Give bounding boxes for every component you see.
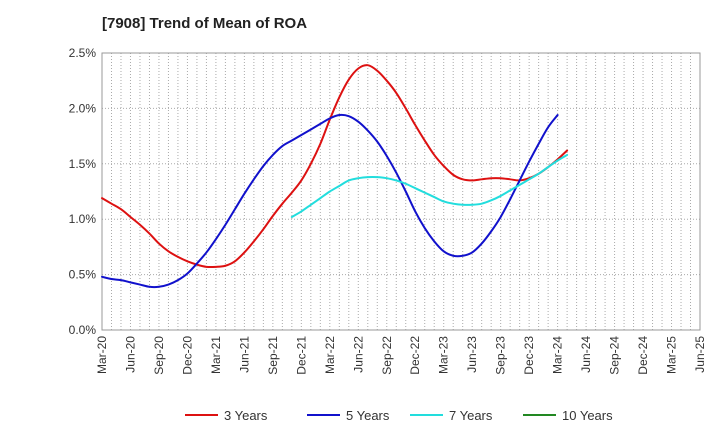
grid <box>101 52 701 331</box>
x-tick-label: Dec-23 <box>522 336 536 375</box>
legend-label: 7 Years <box>449 408 493 423</box>
x-tick-label: Jun-21 <box>237 336 251 373</box>
x-tick-label: Jun-20 <box>123 336 137 373</box>
x-tick-label: Jun-25 <box>693 336 707 373</box>
legend[interactable]: 3 Years 5 Years 7 Years 10 Years <box>185 408 613 423</box>
y-tick-label: 2.0% <box>69 101 97 115</box>
x-tick-label: Sep-22 <box>380 336 394 375</box>
x-tick-label: Jun-24 <box>579 336 593 373</box>
legend-label: 3 Years <box>224 408 268 423</box>
y-tick-label: 1.5% <box>69 157 97 171</box>
x-tick-label: Dec-24 <box>636 336 650 375</box>
legend-item-7-years[interactable]: 7 Years <box>410 408 493 423</box>
x-tick-label: Mar-24 <box>551 336 565 374</box>
x-tick-label: Sep-23 <box>494 336 508 375</box>
x-tick-label: Jun-22 <box>351 336 365 373</box>
x-tick-label: Jun-23 <box>465 336 479 373</box>
y-tick-label: 0.5% <box>69 268 97 282</box>
x-tick-label: Mar-25 <box>665 336 679 374</box>
x-tick-label: Sep-24 <box>608 336 622 375</box>
series-line-5-years <box>101 113 559 289</box>
x-tick-label: Dec-21 <box>294 336 308 375</box>
y-tick-label: 2.5% <box>69 46 97 60</box>
series-line-7-years <box>290 153 569 218</box>
y-axis: 0.0% 0.5% 1.0% 1.5% 2.0% 2.5% <box>69 46 97 337</box>
x-tick-label: Sep-20 <box>152 336 166 375</box>
series-layer <box>101 64 569 289</box>
x-tick-label: Mar-22 <box>323 336 337 374</box>
x-tick-label: Dec-22 <box>408 336 422 375</box>
legend-label: 5 Years <box>346 408 390 423</box>
plot-frame <box>101 52 701 331</box>
y-tick-label: 1.0% <box>69 212 97 226</box>
x-tick-label: Dec-20 <box>180 336 194 375</box>
x-tick-label: Mar-20 <box>95 336 109 374</box>
x-axis: Mar-20 Jun-20 Sep-20 Dec-20 Mar-21 Jun-21 Sep-… <box>95 336 707 375</box>
x-tick-label: Mar-21 <box>209 336 223 374</box>
legend-item-3-years[interactable]: 3 Years <box>185 408 268 423</box>
series-line-3-years <box>101 64 569 269</box>
legend-label: 10 Years <box>562 408 613 423</box>
y-tick-label: 0.0% <box>69 323 97 337</box>
legend-item-10-years[interactable]: 10 Years <box>523 408 613 423</box>
x-tick-label: Mar-23 <box>437 336 451 374</box>
chart-title: [7908] Trend of Mean of ROA <box>102 15 307 32</box>
x-tick-label: Sep-21 <box>266 336 280 375</box>
legend-item-5-years[interactable]: 5 Years <box>307 408 390 423</box>
